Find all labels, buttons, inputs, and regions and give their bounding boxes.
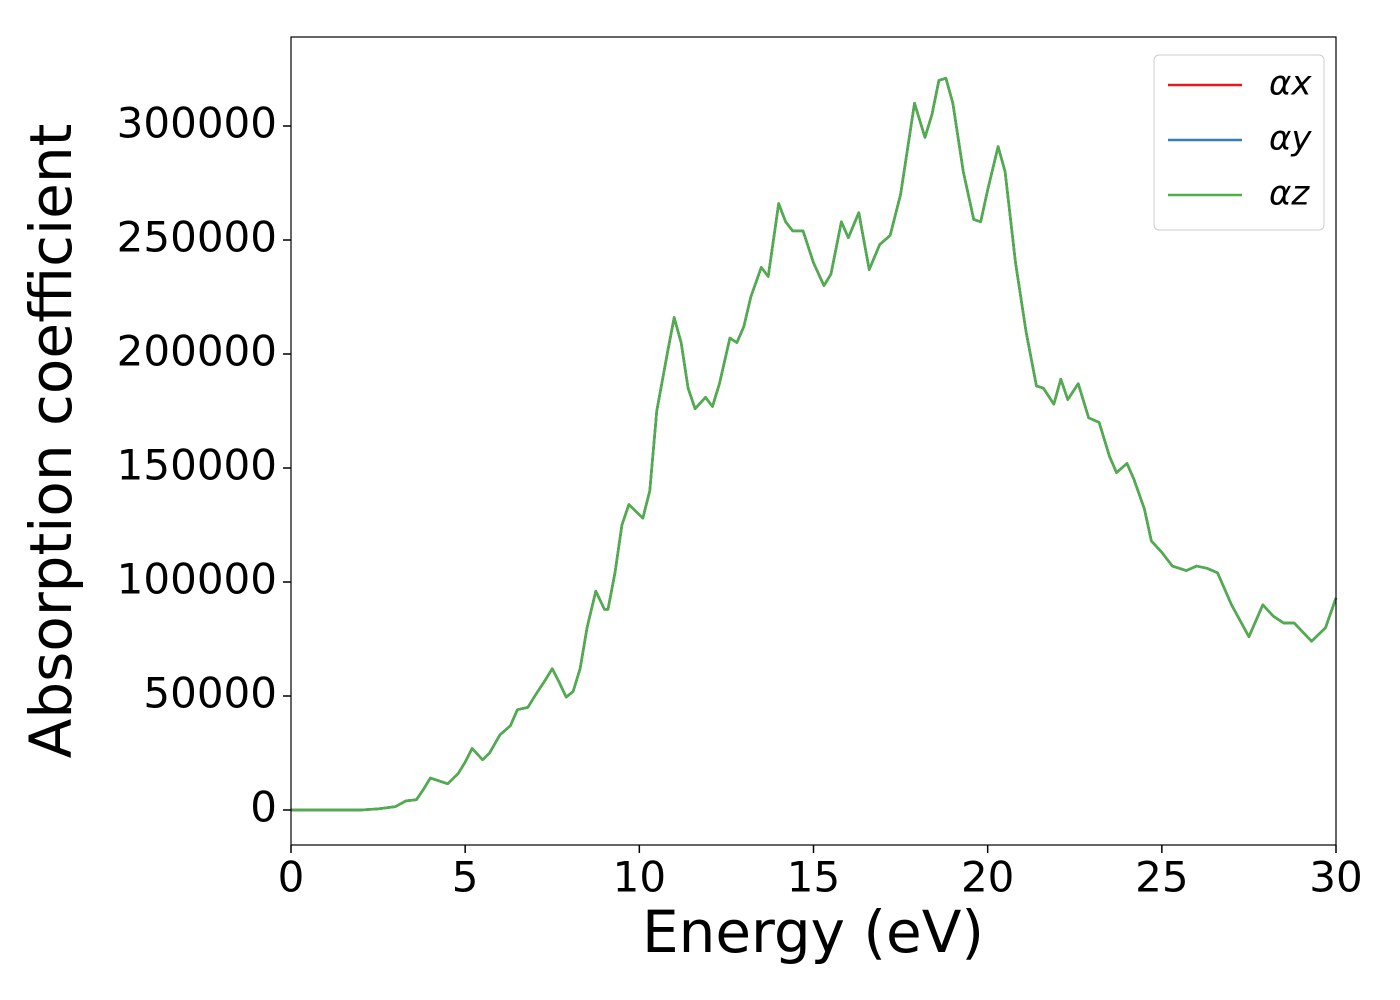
x-tick-label: 0 <box>278 853 305 902</box>
x-tick-label: 25 <box>1135 853 1188 902</box>
legend-label: αy <box>1269 119 1312 159</box>
y-tick-label: 200000 <box>117 327 277 376</box>
y-tick-label: 0 <box>250 783 277 832</box>
x-tick-label: 5 <box>452 853 479 902</box>
y-tick-label: 300000 <box>117 99 277 148</box>
x-tick-label: 15 <box>787 853 840 902</box>
legend-label: αz <box>1269 174 1310 214</box>
y-tick-label: 250000 <box>117 213 277 262</box>
plot-frame <box>290 36 1337 846</box>
y-tick-label: 100000 <box>117 555 277 604</box>
y-tick-label: 50000 <box>143 669 277 718</box>
x-tick-label: 20 <box>961 853 1014 902</box>
x-tick-label: 30 <box>1309 853 1362 902</box>
y-tick-label: 150000 <box>117 441 277 490</box>
line-series <box>291 76 1338 812</box>
legend-box <box>1153 54 1325 231</box>
x-axis-label: Energy (eV) <box>642 898 984 966</box>
legend-label: αx <box>1269 64 1312 104</box>
y-axis-label: Absorption coefficient <box>17 124 85 759</box>
x-tick-label: 10 <box>613 853 666 902</box>
